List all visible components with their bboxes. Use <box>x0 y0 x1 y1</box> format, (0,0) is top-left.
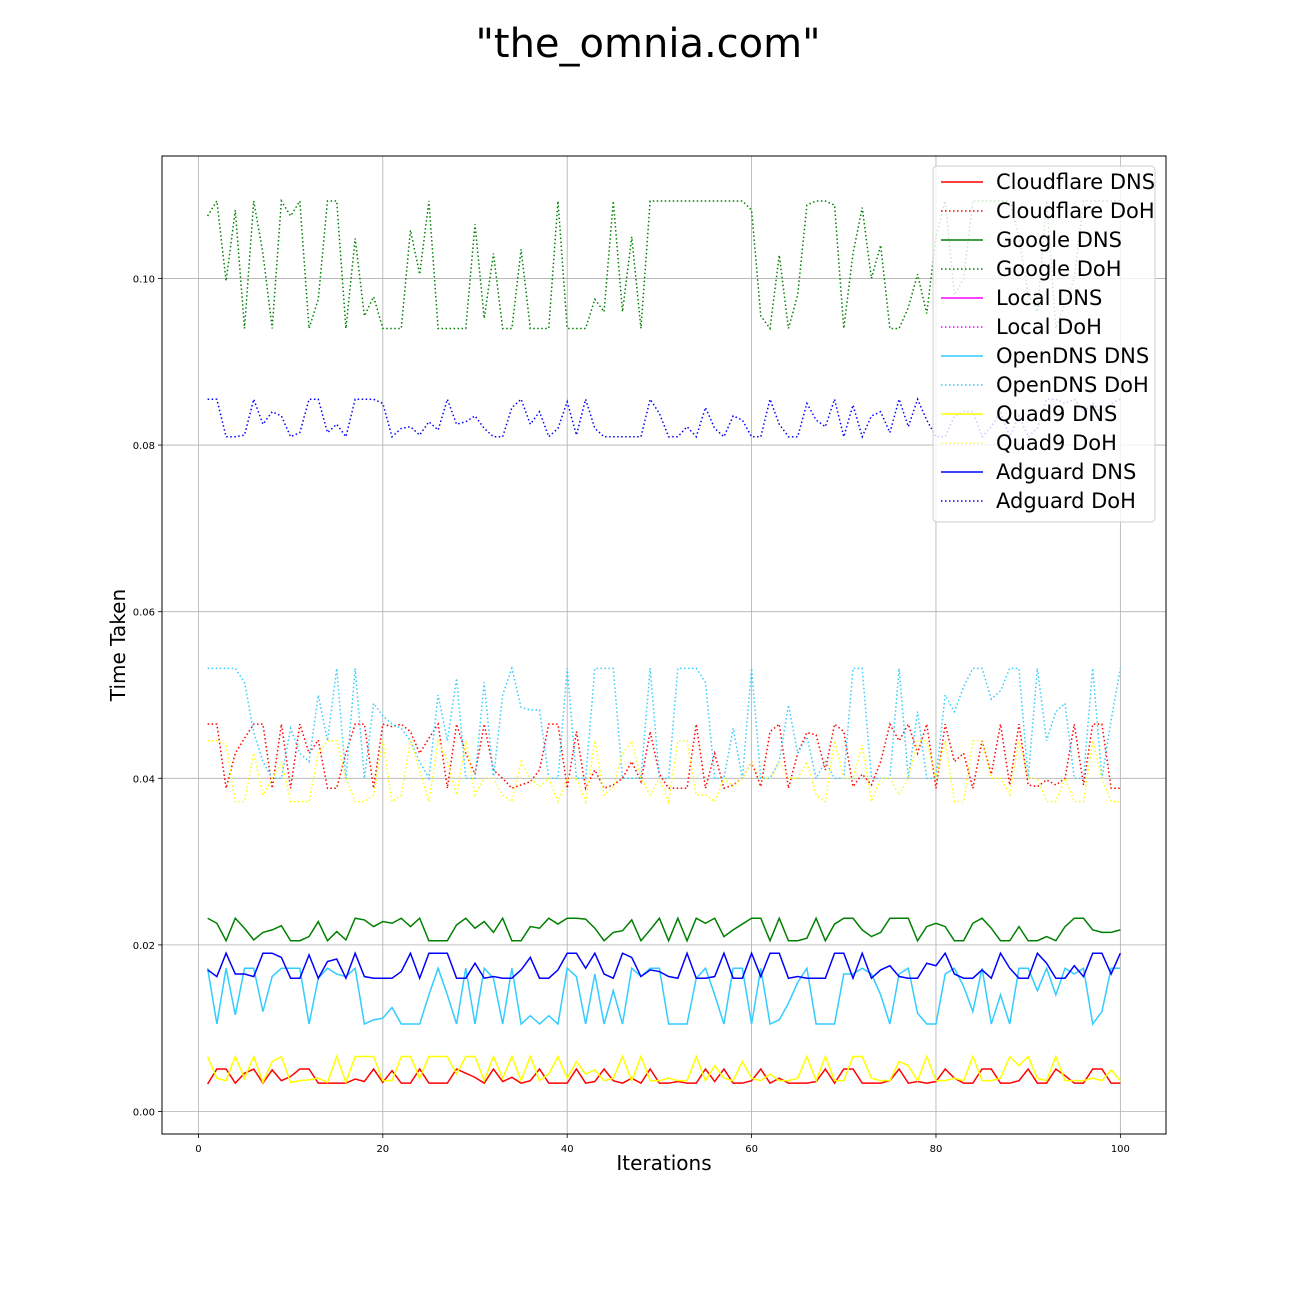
legend-label: Google DoH <box>996 257 1122 281</box>
series-line-adguard-dns <box>207 951 1122 981</box>
x-tick-label: 80 <box>930 1144 943 1155</box>
legend-label: Cloudflare DoH <box>996 199 1155 223</box>
y-tick-label: 0.02 <box>133 941 155 952</box>
legend-label: OpenDNS DNS <box>996 344 1149 368</box>
legend-label: Quad9 DNS <box>996 402 1117 426</box>
series-line-opendns-doh <box>207 665 1122 781</box>
y-tick-label: 0.06 <box>133 608 155 619</box>
legend-label: OpenDNS DoH <box>996 373 1149 397</box>
legend-label: Local DNS <box>996 286 1102 310</box>
legend-label: Adguard DNS <box>996 460 1136 484</box>
x-tick-label: 0 <box>195 1144 201 1155</box>
legend-box <box>932 165 1156 523</box>
x-axis-label: Iterations <box>616 1151 711 1175</box>
x-axis-ticks: 0 20 40 60 80 100 <box>195 1134 1130 1155</box>
y-axis-label: Time Taken <box>106 589 130 702</box>
y-tick-label: 0.00 <box>133 1108 155 1119</box>
x-tick-label: 60 <box>745 1144 758 1155</box>
legend-label: Local DoH <box>996 315 1102 339</box>
x-tick-label: 40 <box>561 1144 574 1155</box>
y-tick-label: 0.04 <box>133 774 155 785</box>
legend: Cloudflare DNS Cloudflare DoH Google DNS Go… <box>932 165 1156 523</box>
plot-frame <box>161 155 1167 1135</box>
legend-label: Google DNS <box>996 228 1122 252</box>
series-line-google-dns <box>207 916 1121 943</box>
x-tick-label: 100 <box>1111 1144 1130 1155</box>
series-line-quad9-doh <box>207 738 1121 805</box>
y-axis-ticks: 0.00 0.02 0.04 0.06 0.08 0.10 <box>133 274 162 1119</box>
x-tick-label: 20 <box>376 1144 389 1155</box>
series-line-opendns-dns <box>206 965 1121 1026</box>
y-tick-label: 0.10 <box>133 274 155 285</box>
chart-title: "the_omnia.com" <box>476 21 821 67</box>
legend-label: Adguard DoH <box>996 489 1136 513</box>
legend-label: Quad9 DoH <box>996 431 1117 455</box>
legend-label: Cloudflare DNS <box>996 170 1155 194</box>
y-tick-label: 0.08 <box>133 441 155 452</box>
series-line-cloudflare-dns <box>207 1067 1121 1085</box>
series-line-quad9-dns <box>206 1054 1121 1085</box>
